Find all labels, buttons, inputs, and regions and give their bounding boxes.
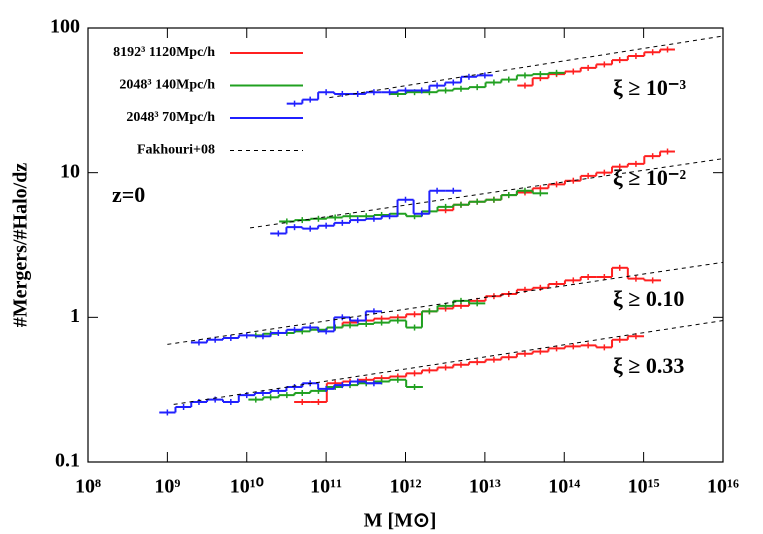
- annotation: ξ ≥ 10⁻²: [613, 165, 686, 190]
- x-tick-label: 10¹³: [469, 476, 501, 498]
- x-tick-label: 10¹⁶: [707, 476, 739, 498]
- legend-label: Fakhouri+08: [137, 143, 215, 158]
- x-axis-label: M [M⊙]: [364, 510, 437, 532]
- y-axis-label: #Mergers/#Halo/dz: [10, 163, 32, 328]
- y-tick-label: 0.1: [55, 450, 80, 472]
- model-line: [329, 35, 724, 99]
- annotation: ξ ≥ 10⁻³: [613, 75, 686, 100]
- legend-label: 2048³ 140Mpc/h: [119, 78, 215, 93]
- legend-label: 8192³ 1120Mpc/h: [113, 45, 215, 60]
- y-tick-label: 100: [50, 16, 80, 38]
- x-tick-label: 10⁹: [154, 476, 180, 498]
- x-tick-label: 10¹¹: [310, 476, 342, 498]
- annotation: z=0: [112, 182, 145, 207]
- x-tick-label: 10¹⁴: [548, 476, 580, 498]
- annotation: ξ ≥ 0.10: [613, 286, 684, 311]
- legend-label: 2048³ 70Mpc/h: [126, 110, 215, 125]
- x-tick-label: 10¹²: [390, 476, 422, 498]
- x-tick-label: 10⁸: [75, 476, 101, 498]
- y-tick-label: 10: [60, 160, 80, 182]
- model-line: [167, 261, 724, 345]
- y-tick-label: 1: [70, 305, 80, 327]
- x-tick-label: 10¹⁵: [628, 476, 660, 498]
- annotation: ξ ≥ 0.33: [613, 353, 684, 378]
- x-tick-label: 10¹⁰: [230, 476, 264, 498]
